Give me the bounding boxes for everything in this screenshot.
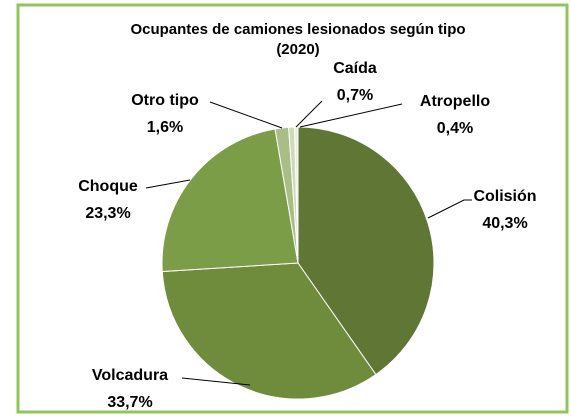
value-label: 33,7%	[107, 394, 152, 411]
value-label: 0,7%	[337, 87, 373, 104]
leader-line	[295, 100, 323, 128]
value-label: 23,3%	[85, 205, 130, 222]
leader-line	[299, 103, 403, 128]
slice-label: Caída	[333, 60, 377, 77]
pie-slice	[161, 128, 299, 273]
slice-label: Colisión	[473, 188, 536, 205]
chart-title: (2020)	[276, 41, 319, 58]
chart-title: Ocupantes de camiones lesionados según t…	[130, 21, 465, 38]
slice-label: Atropello	[420, 93, 490, 110]
leader-line	[145, 179, 191, 189]
slice-label: Choque	[78, 178, 138, 195]
pie-slice	[161, 262, 377, 400]
leader-line	[427, 199, 472, 219]
pie-slice	[297, 126, 435, 376]
value-label: 0,4%	[437, 120, 473, 137]
leader-line	[209, 101, 283, 129]
slice-label: Volcadura	[92, 367, 168, 384]
leader-line	[181, 377, 251, 386]
slice-label: Otro tipo	[131, 92, 199, 109]
value-label: 40,3%	[482, 215, 527, 232]
value-label: 1,6%	[147, 119, 183, 136]
